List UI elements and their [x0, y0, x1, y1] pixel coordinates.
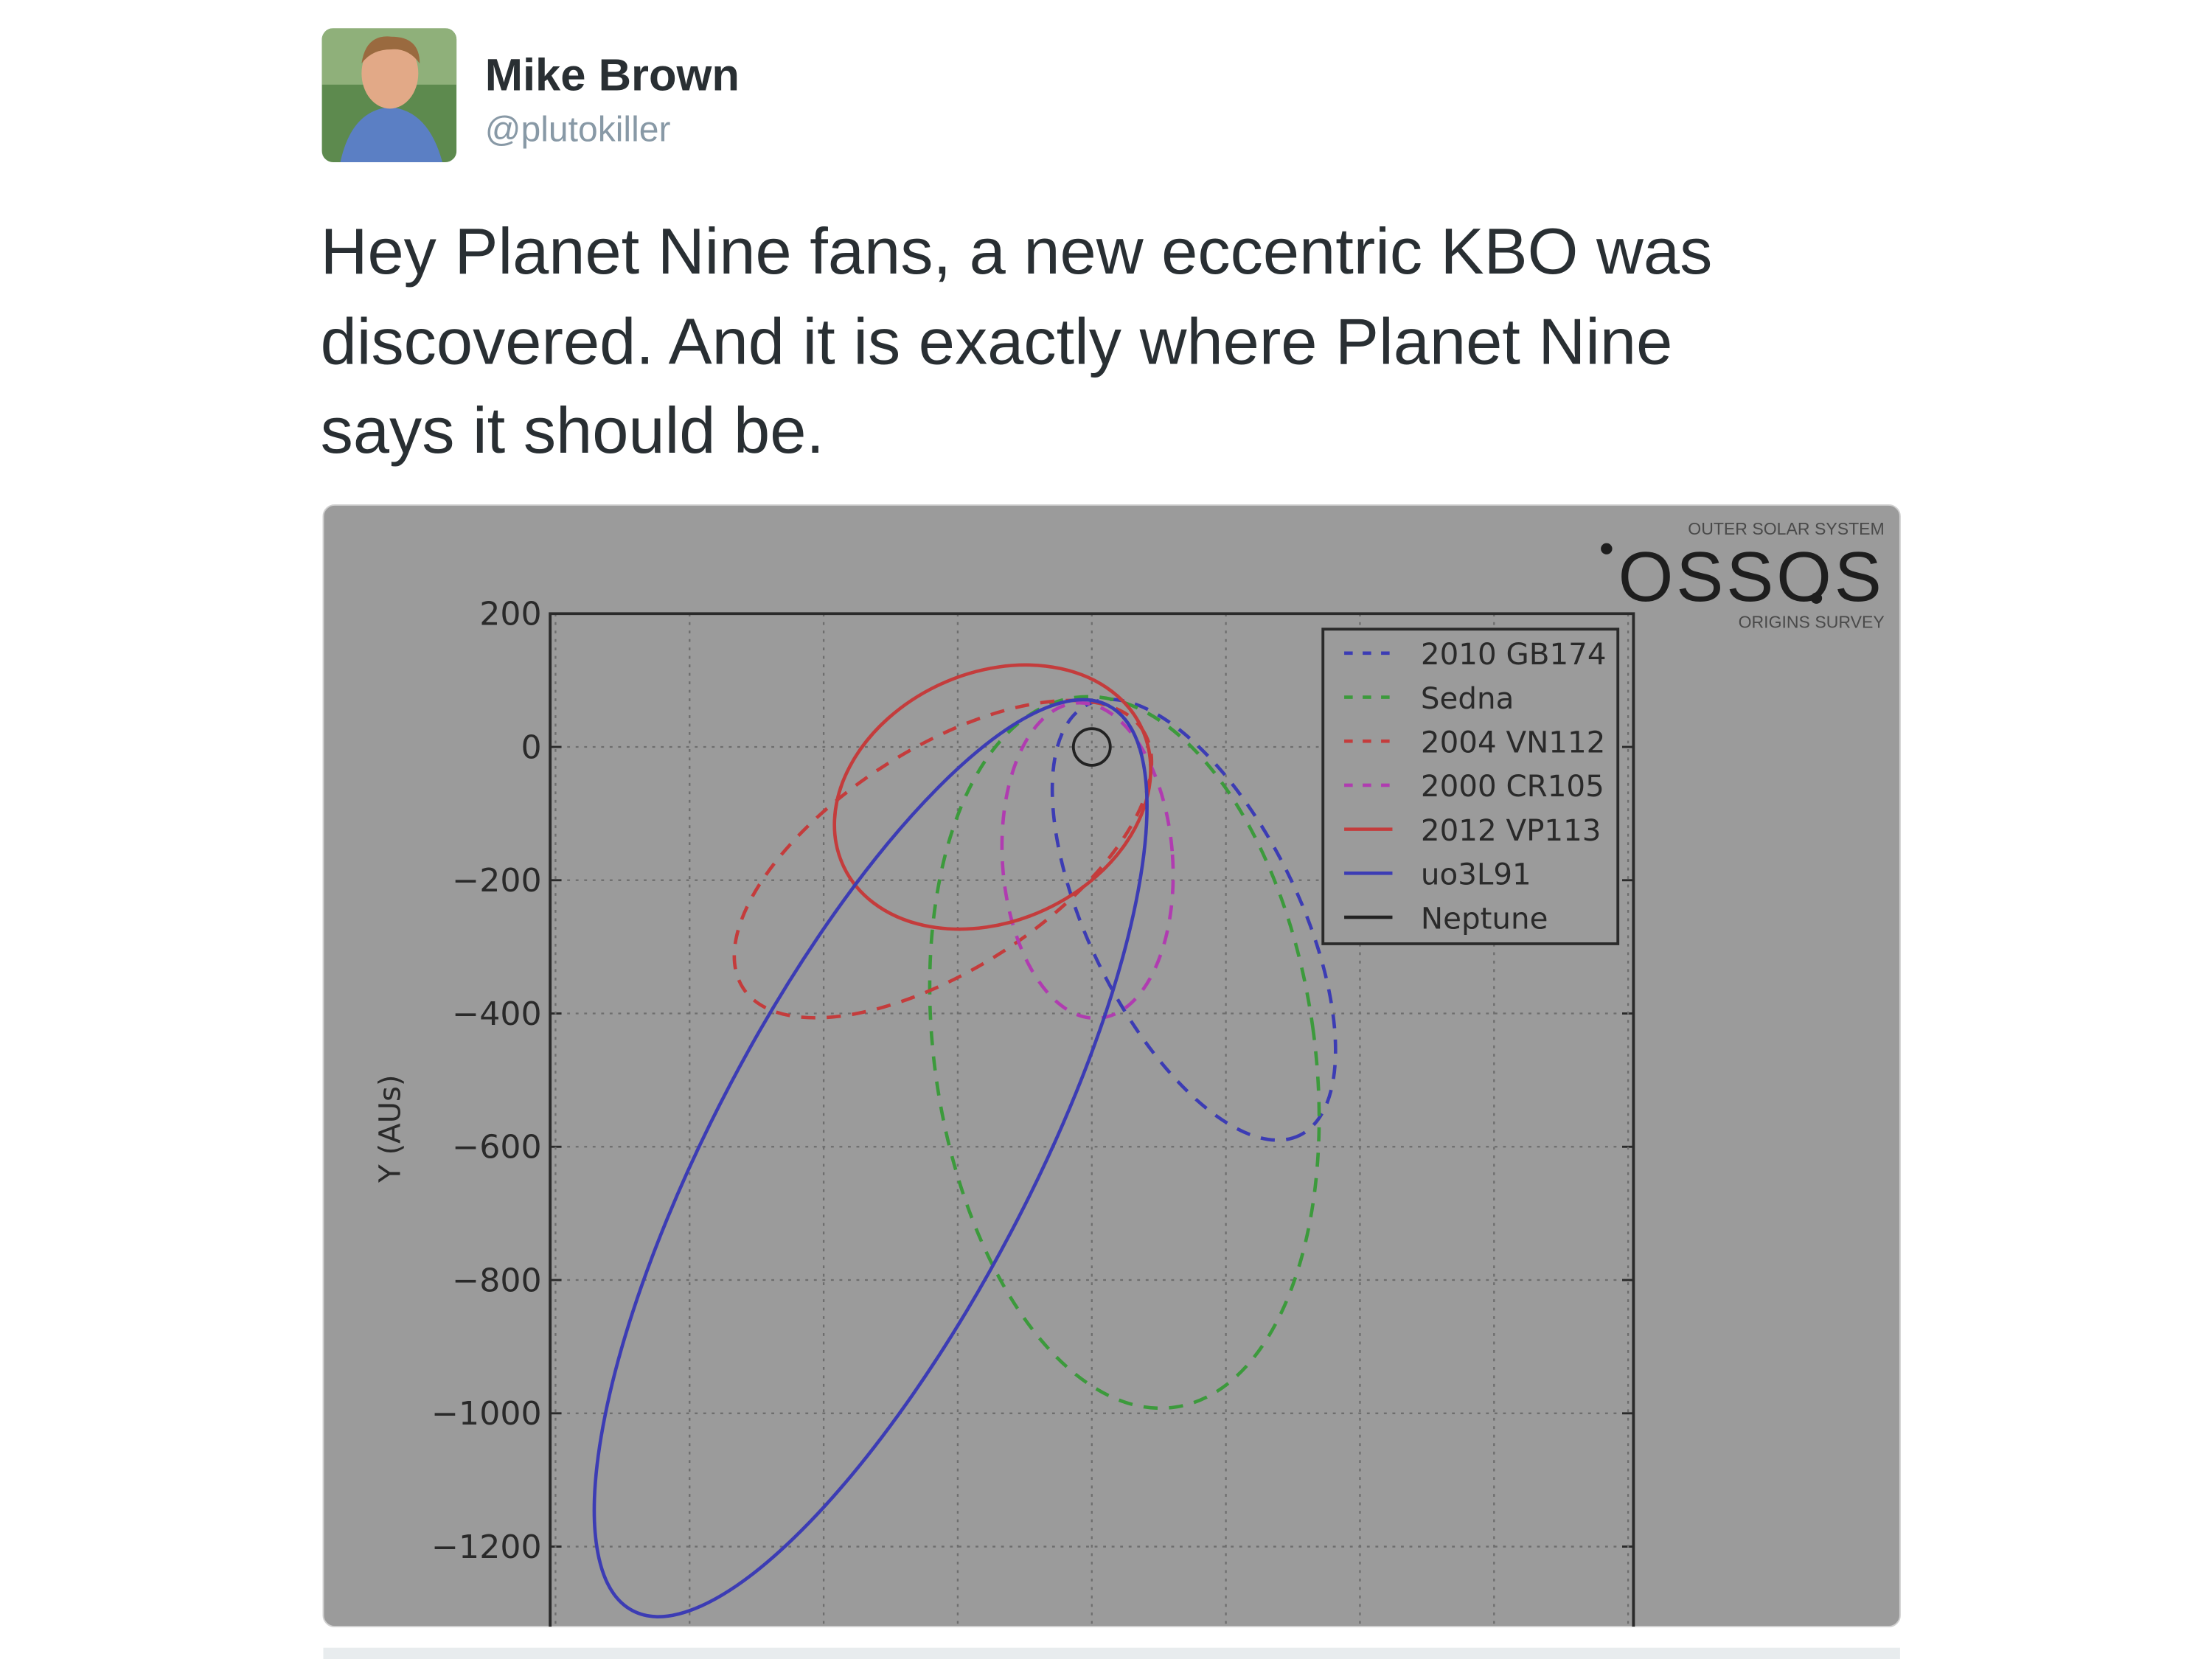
legend-label: 2012 VP113 [1421, 814, 1601, 848]
y-tick-label: −1000 [431, 1395, 542, 1433]
legend-label: 2010 GB174 [1421, 638, 1607, 672]
logo-dot [1601, 543, 1613, 554]
axis-frame [549, 612, 1635, 1627]
y-tick-label: −400 [452, 995, 541, 1033]
y-axis-label: Y (AUs) [373, 1074, 407, 1183]
y-tick-label: −800 [452, 1262, 541, 1299]
y-tick-label: −600 [452, 1129, 541, 1166]
author-name[interactable]: Mike Brown [485, 50, 740, 101]
legend-label: Neptune [1421, 902, 1548, 936]
logo-bottom: ORIGINS SURVEY [1739, 612, 1885, 631]
planet-orbit [1071, 727, 1112, 767]
legend-label: uo3L91 [1421, 858, 1531, 892]
avatar[interactable] [321, 28, 457, 163]
orbit [928, 695, 1321, 1411]
orbit [592, 698, 1149, 1618]
orbit [1000, 700, 1175, 1020]
legend-label: 2004 VN112 [1421, 726, 1605, 760]
logo-top: OUTER SOLAR SYSTEM [1688, 519, 1885, 538]
tweet-text: discovered. And it is exactly where Plan… [321, 305, 1673, 378]
legend-label: Sedna [1421, 682, 1514, 716]
y-tick-label: −200 [452, 862, 541, 900]
tweet-text: says it should be. [321, 394, 824, 467]
logo-main: OSSOS [1618, 538, 1885, 616]
orbit [832, 663, 1152, 931]
y-tick-label: 200 [479, 596, 541, 633]
y-tick-label: −1200 [431, 1528, 542, 1566]
author-handle[interactable]: @plutokiller [485, 110, 671, 149]
logo-dot [1810, 592, 1823, 604]
legend-label: 2000 CR105 [1421, 770, 1604, 804]
tweet-text: Hey Planet Nine fans, a new eccentric KB… [321, 215, 1713, 288]
legend [1321, 627, 1620, 945]
divider [323, 1647, 1900, 1659]
tweet-image[interactable] [322, 504, 1901, 1627]
y-tick-label: 0 [521, 728, 541, 766]
chart: 200 0 −200 −400 −600 −800 −1000 −1200 Y (AUs) 201… [373, 519, 1885, 1627]
